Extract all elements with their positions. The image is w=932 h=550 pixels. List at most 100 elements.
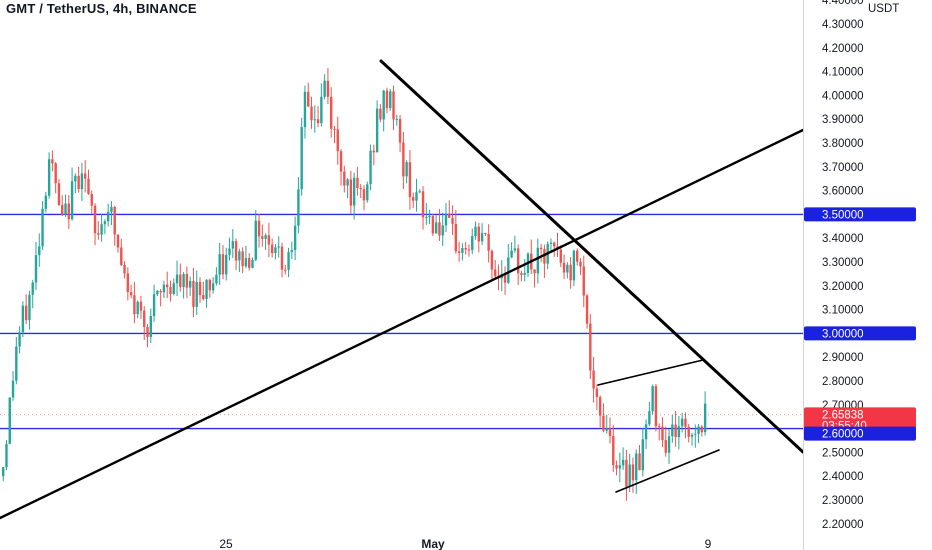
candle-body bbox=[356, 177, 359, 189]
candle-body bbox=[694, 433, 697, 435]
candle-body bbox=[625, 459, 628, 487]
candle-body bbox=[261, 236, 264, 239]
candle-body bbox=[635, 453, 638, 481]
candle-body bbox=[34, 255, 38, 283]
candle-body bbox=[44, 195, 48, 209]
candle-body bbox=[684, 418, 687, 427]
candle-body bbox=[182, 273, 185, 288]
candle-body bbox=[648, 411, 651, 425]
candle-body bbox=[211, 283, 215, 291]
candle-body bbox=[412, 197, 415, 201]
price-tick-label: 2.80000 bbox=[822, 376, 864, 388]
candle-body bbox=[280, 246, 284, 270]
candle-body bbox=[674, 424, 677, 438]
candle-body bbox=[2, 467, 5, 477]
candle-body bbox=[257, 220, 261, 237]
candle-body bbox=[61, 204, 64, 215]
candle-body bbox=[330, 96, 333, 129]
candle-body bbox=[8, 397, 11, 444]
candle-body bbox=[572, 250, 576, 281]
candle-body bbox=[549, 242, 553, 244]
candle-body bbox=[408, 162, 412, 198]
candle-body bbox=[595, 388, 599, 398]
price-tick-label: 2.90000 bbox=[822, 352, 864, 364]
candle-body bbox=[471, 236, 474, 251]
candle-body bbox=[64, 203, 67, 215]
candle-body bbox=[179, 274, 182, 288]
price-tick-label: 3.40000 bbox=[822, 233, 864, 245]
candle-body bbox=[487, 234, 490, 251]
candle-body bbox=[28, 294, 31, 321]
time-tick-label: May bbox=[421, 537, 445, 550]
candle-body bbox=[38, 246, 41, 256]
candle-body bbox=[238, 251, 241, 261]
level-badge-350-text: 3.50000 bbox=[822, 209, 864, 221]
candle-body bbox=[474, 226, 477, 237]
candle-body bbox=[248, 258, 251, 268]
candle-body bbox=[687, 426, 690, 437]
candle-body bbox=[372, 150, 376, 153]
last-price-badge-text: 2.65838 bbox=[822, 409, 864, 421]
candle-body bbox=[316, 119, 320, 124]
candle-body bbox=[375, 108, 379, 153]
candle-body bbox=[490, 250, 494, 270]
candle-body bbox=[579, 261, 582, 267]
candle-body bbox=[605, 428, 608, 431]
candle-body bbox=[654, 386, 658, 427]
candle-body bbox=[507, 257, 510, 283]
candle-body bbox=[267, 235, 271, 245]
candle-body bbox=[651, 386, 654, 412]
candle-body bbox=[438, 222, 441, 236]
time-axis[interactable]: 25 May 9 bbox=[0, 536, 803, 550]
candle-body bbox=[87, 178, 90, 194]
trendlines-layer bbox=[0, 59, 805, 520]
candle-body bbox=[208, 279, 212, 291]
candle-body bbox=[205, 279, 208, 299]
candle-body bbox=[395, 118, 398, 120]
candle-body bbox=[700, 426, 704, 433]
candle-body bbox=[369, 150, 372, 185]
candle-body bbox=[11, 380, 15, 398]
candle-body bbox=[343, 171, 346, 186]
candle-body bbox=[67, 203, 70, 220]
price-tick-label: 4.40000 bbox=[822, 0, 864, 7]
candle-body bbox=[74, 175, 77, 182]
price-tick-label: 3.30000 bbox=[822, 257, 864, 269]
candle-body bbox=[431, 215, 435, 234]
candle-body bbox=[264, 235, 267, 239]
candle-body bbox=[569, 264, 572, 281]
candle-body bbox=[576, 250, 579, 262]
candle-body bbox=[21, 305, 25, 333]
candle-body bbox=[366, 184, 369, 201]
candle-body bbox=[323, 80, 326, 97]
currency-label: USDT bbox=[868, 3, 899, 15]
candle-body bbox=[451, 217, 454, 224]
candle-body bbox=[24, 305, 28, 321]
candle-body bbox=[244, 258, 248, 267]
price-axis[interactable]: 4.40000 4.30000 4.20000 4.10000 4.00000 3.900… bbox=[803, 0, 932, 550]
price-tick-label: 2.30000 bbox=[822, 495, 864, 507]
candle-body bbox=[303, 91, 307, 128]
candle-body bbox=[582, 266, 585, 296]
candle-body bbox=[671, 424, 674, 437]
horizontal-lines-layer bbox=[0, 213, 803, 430]
candle-body bbox=[143, 310, 146, 328]
candle-body bbox=[51, 159, 54, 164]
candle-body bbox=[277, 246, 280, 248]
candle-body bbox=[84, 173, 87, 179]
candle-body bbox=[307, 91, 310, 107]
candle-body bbox=[559, 249, 562, 263]
candle-body bbox=[454, 223, 458, 252]
level-badge-300-text: 3.00000 bbox=[822, 328, 864, 340]
candle-body bbox=[169, 287, 172, 294]
price-tick-label: 3.80000 bbox=[822, 138, 864, 150]
level-badge-350-box bbox=[804, 207, 916, 222]
candle-body bbox=[77, 175, 80, 189]
candle-body bbox=[503, 274, 507, 283]
candle-body bbox=[667, 436, 671, 453]
candle-body bbox=[703, 403, 707, 433]
candle-body bbox=[523, 273, 526, 275]
